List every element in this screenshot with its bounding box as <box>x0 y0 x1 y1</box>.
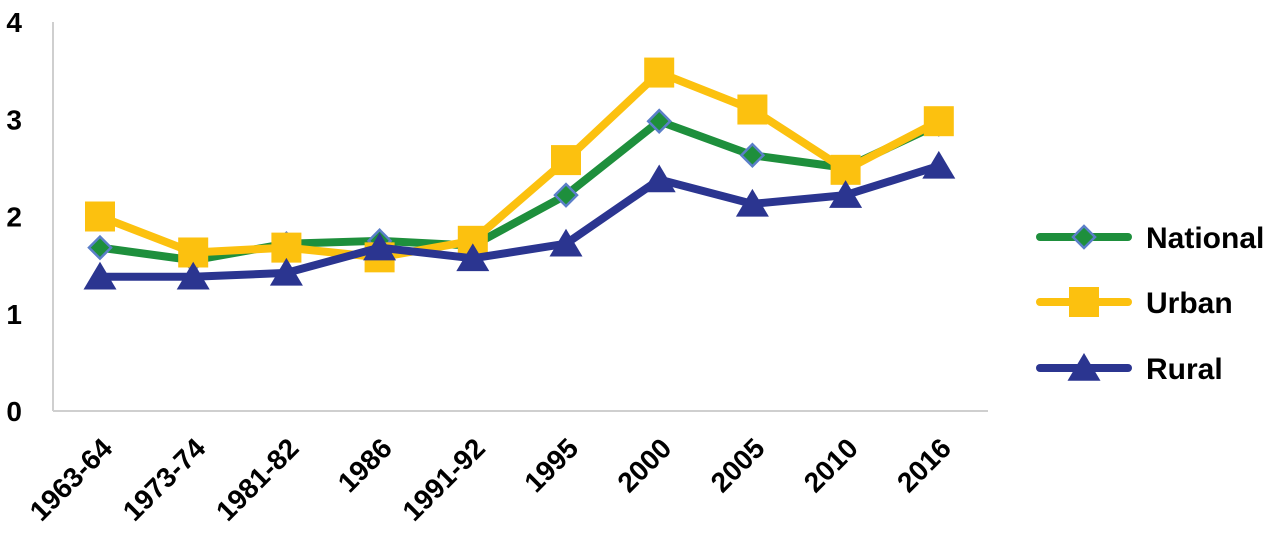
data-point-rural <box>456 243 490 272</box>
series-rural <box>83 150 956 290</box>
series-line-national <box>96 117 943 265</box>
x-tick-label: 1963-64 <box>24 432 119 527</box>
series-line-urban <box>96 68 943 262</box>
data-point-urban <box>923 106 954 137</box>
y-tick-label: 4 <box>6 7 22 38</box>
legend-item-urban: Urban <box>1036 287 1233 320</box>
data-point-rural <box>642 164 676 193</box>
x-tick-label: 1991-92 <box>396 432 491 527</box>
y-tick-label: 1 <box>6 299 22 330</box>
data-point-rural <box>83 261 117 290</box>
series-layer <box>83 57 956 290</box>
data-point-rural <box>269 257 303 286</box>
series-line-rural <box>96 161 943 281</box>
y-tick-label: 2 <box>6 202 22 233</box>
legend-label: Rural <box>1146 353 1223 386</box>
data-point-rural <box>735 188 769 217</box>
data-point-rural <box>549 228 583 257</box>
legend-marker-diamond <box>1071 224 1097 250</box>
legend-label: National <box>1146 222 1264 255</box>
data-point-rural <box>363 232 397 261</box>
x-tick-label: 2016 <box>891 432 957 498</box>
legend-item-rural: Rural <box>1036 353 1223 386</box>
data-point-urban <box>737 94 768 125</box>
data-point-national <box>87 234 113 261</box>
x-tick-label: 1986 <box>332 432 398 498</box>
data-point-urban <box>271 232 302 263</box>
data-point-national <box>739 142 766 169</box>
x-tick-label: 1995 <box>518 432 584 498</box>
legend-marker-triangle <box>1067 353 1101 381</box>
x-tick-label: 2010 <box>798 432 864 498</box>
legend: National Urban Rural <box>1036 222 1264 386</box>
x-tick-label: 1981-82 <box>210 432 305 527</box>
data-point-national <box>646 108 672 134</box>
legend-item-national: National <box>1036 222 1264 255</box>
y-tick-labels: 0 1 2 3 4 <box>6 7 22 427</box>
x-tick-label: 2000 <box>611 432 677 498</box>
data-point-rural <box>176 261 210 290</box>
data-point-urban <box>551 145 581 176</box>
y-tick-label: 0 <box>6 396 22 427</box>
data-point-rural <box>829 180 863 208</box>
x-tick-label: 2005 <box>705 432 771 498</box>
legend-marker-square <box>1069 287 1099 317</box>
data-point-urban <box>644 57 675 88</box>
y-tick-label: 3 <box>6 104 22 135</box>
x-tick-label: 1973-74 <box>117 432 212 527</box>
data-point-urban <box>85 201 115 232</box>
legend-label: Urban <box>1146 287 1233 320</box>
data-point-rural <box>922 150 956 179</box>
data-point-urban <box>830 154 861 185</box>
data-point-national <box>553 182 579 208</box>
